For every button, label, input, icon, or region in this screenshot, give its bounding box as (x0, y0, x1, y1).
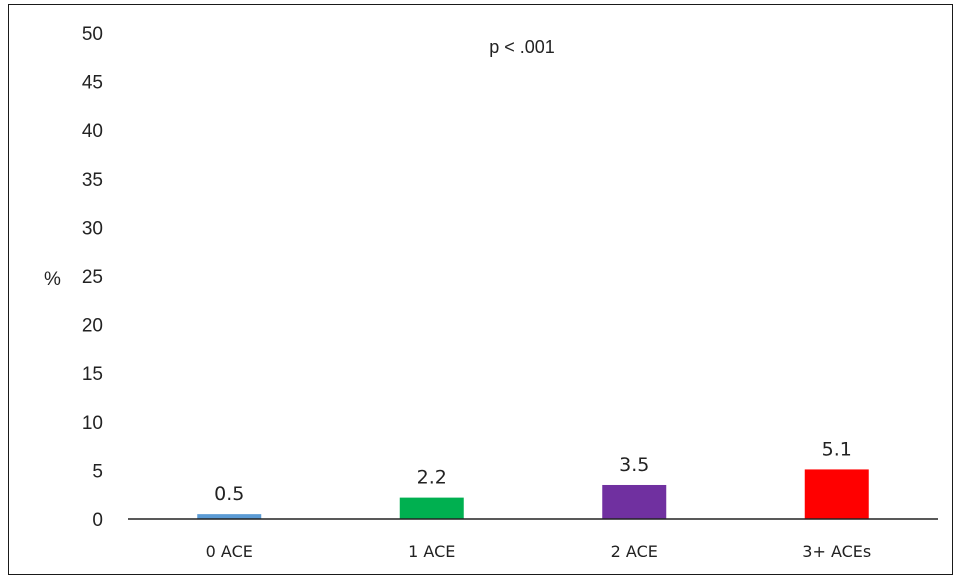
y-tick-label: 15 (82, 364, 103, 385)
bar (197, 514, 262, 519)
y-tick-label: 50 (82, 24, 103, 45)
x-category-label: 2 ACE (611, 542, 658, 561)
data-label: 2.2 (417, 467, 447, 489)
y-tick-label: 35 (82, 170, 103, 191)
y-tick-label: 25 (82, 267, 103, 288)
data-label: 0.5 (214, 483, 244, 505)
data-label: 5.1 (822, 438, 852, 460)
bar (602, 484, 667, 519)
y-tick-label: 10 (82, 413, 103, 434)
bar (804, 469, 869, 519)
data-label: 3.5 (619, 454, 649, 476)
y-axis-label: % (44, 269, 61, 290)
bar (399, 497, 464, 519)
x-category-label: 1 ACE (408, 542, 455, 561)
chart-frame (8, 4, 953, 575)
y-tick-label: 30 (82, 218, 103, 239)
p-value-annotation: p < .001 (489, 37, 555, 57)
x-category-label: 3+ ACEs (802, 542, 871, 561)
y-tick-label: 5 (92, 461, 103, 482)
y-tick-label: 0 (92, 510, 103, 531)
y-tick-label: 40 (82, 121, 103, 142)
x-category-label: 0 ACE (206, 542, 253, 561)
y-tick-label: 45 (82, 73, 103, 94)
y-tick-label: 20 (82, 316, 103, 337)
